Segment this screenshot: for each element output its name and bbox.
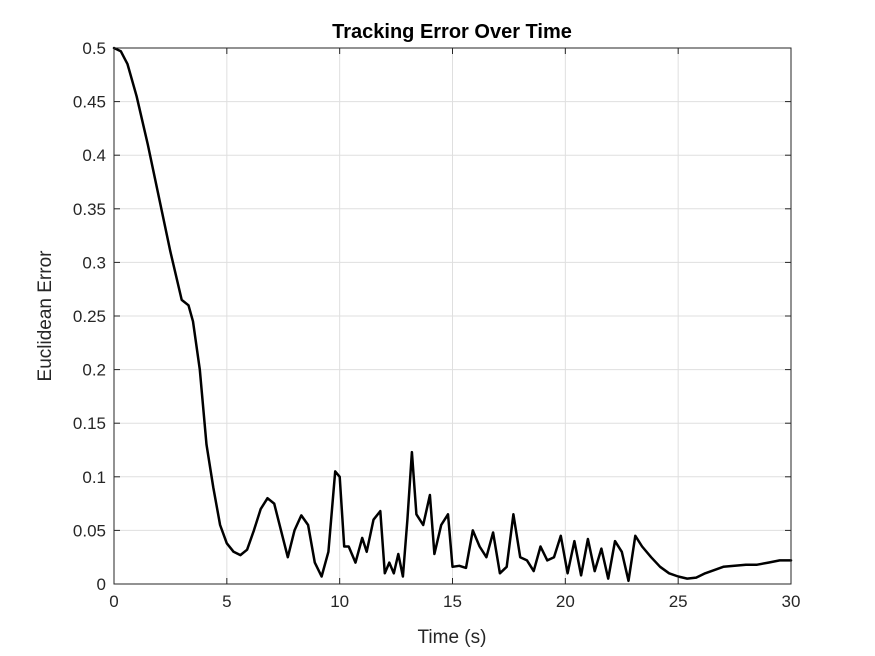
- y-tick-label: 0.2: [82, 361, 106, 380]
- x-tick-label: 5: [222, 592, 231, 611]
- error-series-line: [112, 46, 793, 583]
- y-tick-label: 0.5: [82, 39, 106, 58]
- x-tick-label: 25: [669, 592, 688, 611]
- y-tick-label: 0: [97, 575, 106, 594]
- y-tick-label: 0.05: [73, 521, 106, 540]
- chart-title: Tracking Error Over Time: [332, 21, 572, 43]
- y-tick-label: 0.25: [73, 307, 106, 326]
- y-tick-label: 0.15: [73, 414, 106, 433]
- x-axis-label: Time (s): [418, 627, 487, 648]
- y-tick-label: 0.45: [73, 93, 106, 112]
- y-tick-label: 0.3: [82, 253, 106, 272]
- data-series: [112, 46, 793, 583]
- x-tick-label: 0: [109, 592, 118, 611]
- x-tick-label: 15: [443, 592, 462, 611]
- y-axis-label: Euclidean Error: [35, 250, 56, 382]
- y-tick-label: 0.4: [82, 146, 106, 165]
- axis-ticks: 0 5 10 15 20 25 30 0 0.05 0.1 0.15 0.2 0.25 0.3 0.35 0.…: [73, 39, 801, 611]
- x-tick-label: 10: [330, 592, 349, 611]
- y-tick-label: 0.35: [73, 200, 106, 219]
- x-tick-label: 20: [556, 592, 575, 611]
- y-tick-label: 0.1: [82, 468, 106, 487]
- x-tick-label: 30: [782, 592, 801, 611]
